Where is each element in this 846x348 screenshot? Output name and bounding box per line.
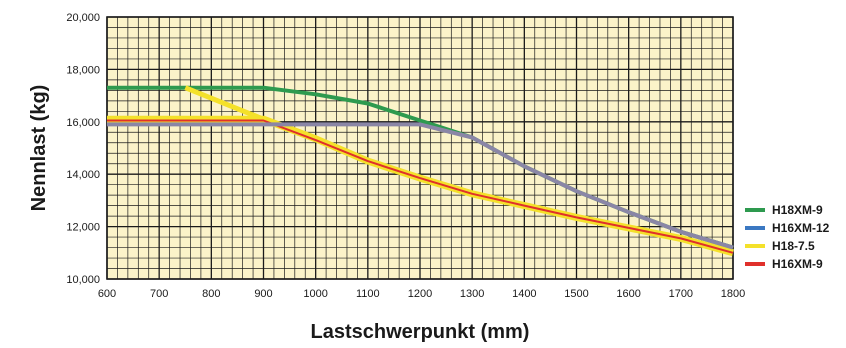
x-tick-label: 1800 [721, 288, 745, 300]
y-tick-label: 20,000 [66, 12, 100, 24]
x-tick-label: 1100 [356, 288, 380, 300]
x-tick-label: 1000 [303, 288, 327, 300]
x-tick-label: 600 [98, 288, 116, 300]
series-line-h16xm-9 [107, 119, 734, 254]
plot-border [106, 16, 734, 280]
series-line-h18-7-5-upper [184, 85, 265, 122]
legend-label: H16XM-12 [772, 221, 830, 235]
legend: H18XM-9 H16XM-12 H18-7.5 H16XM-9 [745, 203, 830, 271]
x-tick-label: 700 [150, 288, 168, 300]
legend-label: H18XM-9 [772, 203, 823, 217]
x-tick-label: 1600 [616, 288, 640, 300]
series-layer [107, 85, 734, 257]
x-tick-label: 800 [202, 288, 220, 300]
x-tick-label: 1400 [512, 288, 536, 300]
legend-label: H18-7.5 [772, 239, 815, 253]
y-axis-title: Nennlast (kg) [28, 85, 50, 212]
legend-label: H16XM-9 [772, 257, 823, 271]
x-axis-title: Lastschwerpunkt (mm) [311, 321, 530, 343]
x-tick-label: 1300 [460, 288, 484, 300]
x-tick-label: 1500 [564, 288, 588, 300]
y-tick-label: 12,000 [66, 222, 100, 234]
y-tick-label: 18,000 [66, 64, 100, 76]
x-tick-label: 900 [254, 288, 272, 300]
x-tick-label: 1200 [408, 288, 432, 300]
grid-lines [106, 16, 734, 280]
series-line-h16xm-12 [107, 122, 734, 250]
x-tick-label: 1700 [669, 288, 693, 300]
y-tick-labels: 10,000 12,000 14,000 16,000 18,000 20,000 [66, 12, 100, 286]
y-tick-label: 16,000 [66, 117, 100, 129]
y-tick-label: 10,000 [66, 274, 100, 286]
y-tick-label: 14,000 [66, 169, 100, 181]
x-tick-labels: 600 700 800 900 1000 1100 1200 1300 1400 1500 1600… [98, 288, 745, 300]
